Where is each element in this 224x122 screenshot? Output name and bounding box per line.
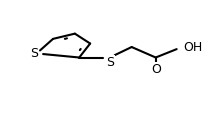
Text: OH: OH (183, 41, 202, 54)
Text: S: S (106, 56, 114, 69)
Text: O: O (151, 63, 161, 76)
Text: S: S (30, 47, 38, 60)
